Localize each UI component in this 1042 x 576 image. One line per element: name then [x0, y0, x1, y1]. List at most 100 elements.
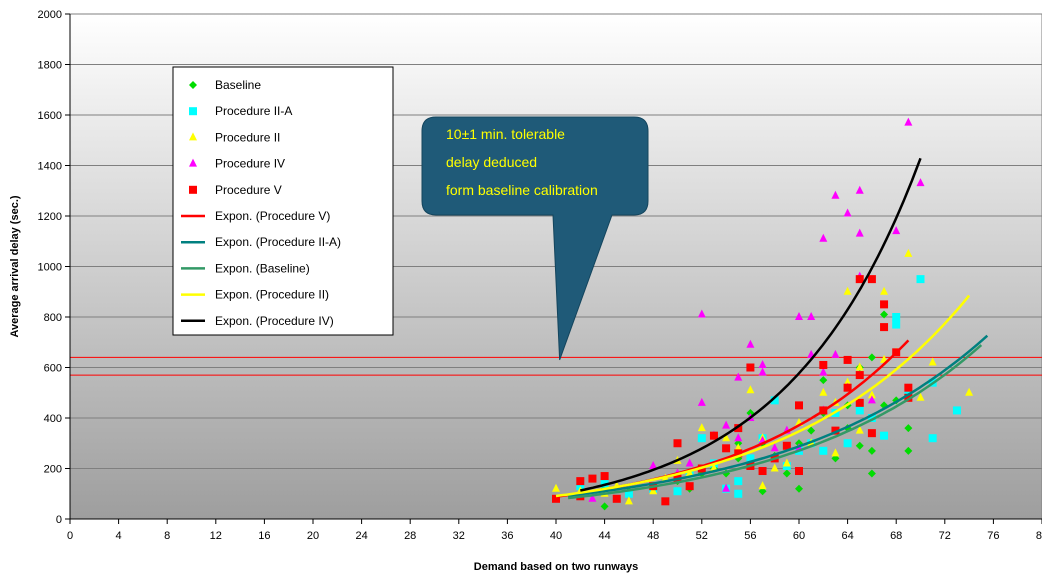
legend-label-procedure-v: Procedure V — [215, 183, 282, 197]
legend-marker-procedure-ii-a — [189, 107, 197, 116]
point-procedure-iv — [831, 349, 840, 358]
point-procedure-v — [758, 467, 767, 476]
axes — [65, 13, 1042, 524]
callout-text-line: delay deduced — [446, 154, 537, 170]
point-procedure-iv — [758, 367, 767, 376]
point-procedure-ii — [855, 362, 864, 371]
legend-marker-procedure-iv — [189, 158, 197, 167]
y-tick-label: 2000 — [38, 9, 62, 21]
point-procedure-iv — [722, 420, 731, 429]
trendline-expon-procedure-ii-a — [567, 334, 989, 497]
point-procedure-ii-a — [746, 454, 755, 463]
point-procedure-ii — [928, 357, 937, 366]
point-procedure-v — [673, 439, 682, 448]
point-procedure-iv — [843, 208, 852, 217]
x-tick-label: 60 — [793, 530, 805, 542]
point-procedure-v — [855, 398, 864, 407]
point-procedure-v — [576, 477, 585, 486]
point-baseline — [758, 487, 767, 496]
callout-text-line: form baseline calibration — [446, 182, 598, 198]
legend-label-procedure-iv: Procedure IV — [215, 157, 285, 171]
callout-annotation: 10±1 min. tolerable delay deduced form bas… — [421, 116, 649, 361]
y-tick-label: 1800 — [38, 60, 62, 72]
legend-label-expon-procedure-ii: Expon. (Procedure II) — [215, 288, 329, 302]
point-procedure-ii — [770, 463, 779, 472]
point-procedure-ii — [880, 286, 889, 295]
legend-label-procedure-ii: Procedure II — [215, 130, 280, 144]
callout-bubble — [421, 116, 649, 361]
point-procedure-v — [819, 360, 828, 369]
trendline-expon-procedure-iv — [580, 157, 922, 492]
legend-label-procedure-ii-a: Procedure II-A — [215, 104, 292, 118]
point-procedure-iv — [734, 372, 743, 381]
point-procedure-v — [782, 441, 791, 450]
point-baseline — [904, 424, 913, 433]
point-procedure-v — [734, 424, 743, 433]
point-procedure-ii-a — [928, 434, 937, 443]
point-procedure-ii — [697, 423, 706, 432]
point-procedure-iv — [807, 312, 816, 320]
point-baseline — [867, 469, 876, 478]
point-procedure-v — [600, 472, 609, 481]
point-procedure-ii-a — [916, 275, 925, 284]
point-procedure-ii-a — [867, 414, 876, 422]
x-tick-label: 4 — [116, 530, 122, 542]
point-procedure-iv — [746, 339, 755, 348]
point-procedure-iv — [770, 443, 779, 452]
x-tick-label: 0 — [67, 530, 73, 542]
point-procedure-v — [867, 429, 876, 438]
point-procedure-ii — [904, 248, 913, 257]
point-procedure-ii-a — [892, 320, 901, 329]
point-procedure-v — [880, 323, 889, 332]
point-procedure-iv — [855, 228, 864, 237]
point-procedure-iv — [904, 117, 913, 126]
reference-lines — [70, 356, 1042, 376]
y-tick-label: 1000 — [38, 262, 62, 274]
x-tick-label: 52 — [696, 530, 708, 542]
point-procedure-v — [867, 275, 876, 284]
point-procedure-ii-a — [673, 487, 682, 496]
point-procedure-iv — [867, 395, 876, 404]
point-procedure-iv — [795, 312, 803, 320]
point-procedure-ii-a — [624, 489, 633, 498]
point-baseline — [904, 446, 913, 455]
point-procedure-iv — [831, 190, 840, 199]
y-tick-label: 1200 — [38, 211, 62, 223]
point-procedure-v — [855, 371, 864, 380]
point-procedure-v — [746, 363, 755, 372]
point-procedure-ii — [685, 468, 694, 477]
point-procedure-v — [709, 431, 718, 440]
x-tick-label: 76 — [987, 530, 999, 542]
point-baseline — [782, 469, 791, 478]
point-procedure-ii — [831, 448, 840, 457]
point-procedure-v — [722, 444, 731, 453]
point-procedure-iv — [734, 433, 743, 442]
y-tick-label: 200 — [44, 464, 62, 476]
point-procedure-v — [904, 393, 913, 402]
y-axis-title: Average arrival delay (sec.) — [9, 195, 21, 337]
legend-label-expon-baseline: Expon. (Baseline) — [215, 261, 310, 275]
point-procedure-ii-a — [819, 446, 828, 455]
point-procedure-v — [843, 355, 852, 364]
point-procedure-v — [685, 482, 694, 491]
x-tick-label: 8 — [164, 530, 170, 542]
x-tick-label: 72 — [939, 530, 951, 542]
point-procedure-v — [552, 494, 560, 503]
point-procedure-ii-a — [734, 489, 743, 498]
point-procedure-iv — [819, 233, 828, 242]
x-tick-label: 28 — [404, 530, 416, 542]
point-procedure-ii — [649, 486, 658, 495]
point-procedure-iv — [588, 493, 597, 502]
trendlines — [555, 157, 989, 500]
point-procedure-ii — [782, 458, 791, 467]
point-procedure-ii — [722, 433, 731, 442]
point-procedure-iv — [649, 460, 658, 469]
point-procedure-ii — [552, 483, 560, 492]
point-procedure-ii-a — [770, 396, 779, 405]
y-tick-label: 600 — [44, 363, 62, 375]
point-procedure-iv — [697, 397, 706, 406]
x-tick-label: 24 — [355, 530, 367, 542]
y-tick-label: 0 — [56, 514, 62, 526]
point-procedure-ii — [867, 390, 876, 399]
